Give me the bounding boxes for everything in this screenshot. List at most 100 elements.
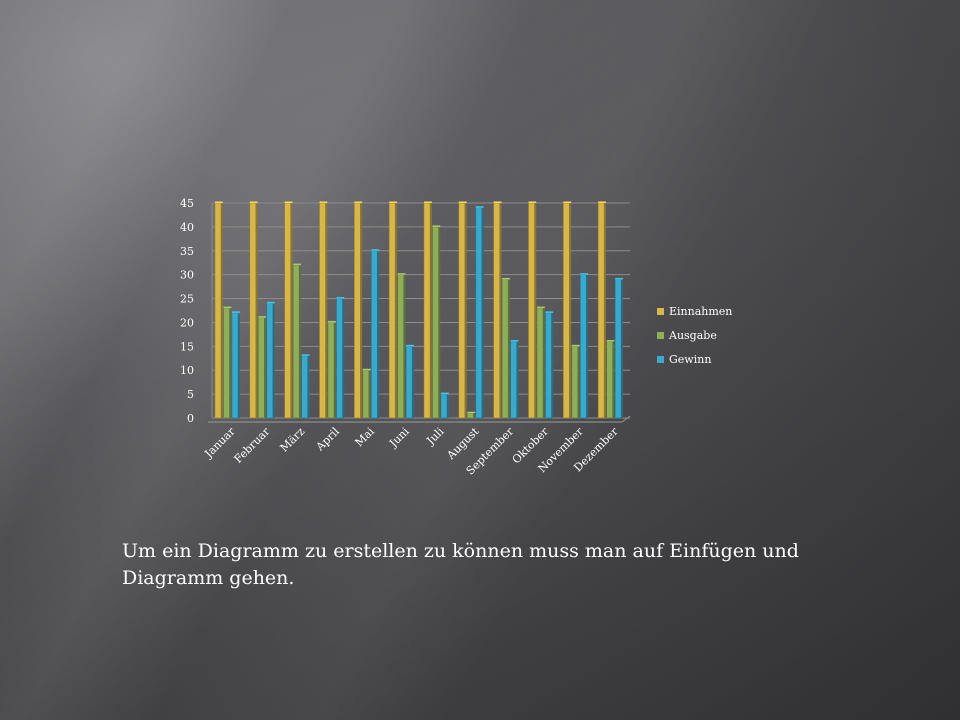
bar-side-ausgabe: [403, 276, 406, 418]
bar-top-einnahmen: [284, 201, 293, 203]
bar-top-ausgabe: [293, 263, 301, 266]
bar-side-gewinn: [412, 347, 414, 418]
y-tick-label: 45: [180, 197, 194, 210]
bar-top-einnahmen: [598, 201, 606, 203]
bar-top-gewinn: [371, 249, 380, 251]
bar-side-einnahmen: [464, 204, 467, 418]
bar-einnahmen: [597, 202, 605, 419]
bar-einnahmen: [563, 202, 570, 419]
bar-gewinn: [440, 393, 448, 419]
bar-gewinn: [301, 355, 308, 419]
bar-ausgabe: [606, 341, 613, 419]
bar-side-einnahmen: [255, 204, 258, 418]
bar-side-gewinn: [481, 209, 484, 418]
bar-top-einnahmen: [319, 201, 328, 203]
bar-ausgabe: [501, 279, 509, 419]
y-tick-label: 20: [180, 316, 194, 329]
bar-top-einnahmen: [493, 201, 502, 203]
legend-label-einnahmen: Einnahmen: [669, 305, 732, 318]
bar-top-gewinn: [406, 344, 414, 347]
x-tick-label: Juli: [424, 425, 447, 448]
bar-ausgabe: [571, 346, 579, 419]
bar-side-ausgabe: [438, 228, 441, 418]
bar-top-einnahmen: [354, 201, 363, 203]
bar-side-ausgabe: [473, 414, 476, 418]
bar-side-einnahmen: [430, 204, 432, 418]
bar-gewinn: [371, 250, 378, 419]
bar-top-ausgabe: [537, 306, 545, 309]
bar-top-ausgabe: [571, 344, 580, 347]
y-tick-label: 15: [180, 340, 194, 353]
bar-gewinn: [266, 303, 274, 419]
bar-ausgabe: [397, 274, 404, 419]
bar-top-einnahmen: [215, 201, 223, 203]
x-tick-label: Juni: [386, 425, 412, 451]
bar-side-gewinn: [342, 300, 345, 418]
bar-side-ausgabe: [334, 323, 336, 418]
bar-top-gewinn: [475, 206, 484, 208]
bar-ausgabe: [327, 322, 335, 419]
bar-side-gewinn: [551, 314, 554, 418]
bar-side-gewinn: [238, 314, 240, 418]
bar-gewinn: [475, 207, 483, 419]
bar-side-ausgabe: [368, 371, 371, 418]
bar-top-gewinn: [266, 301, 275, 304]
bar-side-ausgabe: [508, 280, 510, 418]
y-tick-label: 10: [180, 364, 194, 377]
bar-top-ausgabe: [258, 316, 267, 318]
bar-gewinn: [336, 298, 343, 419]
bar-ausgabe: [467, 412, 474, 419]
bar-side-einnahmen: [360, 204, 363, 418]
bar-side-gewinn: [307, 357, 310, 418]
bar-ausgabe: [432, 226, 439, 419]
bar-ausgabe: [536, 307, 544, 419]
bar-side-gewinn: [516, 343, 519, 418]
bar-ausgabe: [292, 264, 300, 419]
bar-side-ausgabe: [543, 309, 545, 418]
bar-top-einnahmen: [424, 201, 432, 203]
bar-top-ausgabe: [432, 225, 441, 227]
y-tick-label: 5: [187, 388, 194, 401]
bar-side-einnahmen: [499, 204, 502, 418]
x-tick-label: Mai: [353, 425, 378, 450]
bar-ausgabe: [223, 307, 230, 419]
bar-top-ausgabe: [502, 277, 510, 280]
bar-top-einnahmen: [389, 201, 397, 203]
legend-swatch-gewinn: [657, 356, 664, 363]
chart-floor-edge: [621, 415, 631, 423]
bar-top-ausgabe: [223, 306, 232, 309]
bar-side-einnahmen: [395, 204, 397, 418]
bar-side-einnahmen: [290, 204, 293, 418]
bar-top-ausgabe: [362, 368, 371, 371]
bar-side-ausgabe: [299, 266, 301, 418]
bar-top-gewinn: [580, 273, 589, 275]
bar-top-ausgabe: [467, 411, 476, 414]
bar-top-einnahmen: [458, 201, 467, 203]
bar-side-ausgabe: [229, 309, 232, 418]
bar-einnahmen: [423, 202, 431, 419]
bar-chart: 0 5 10 15 20 25 30 35 40 45 Januar Februar März April…: [160, 185, 800, 500]
y-tick-label: 0: [187, 412, 194, 425]
bar-einnahmen: [249, 202, 257, 419]
bar-top-einnahmen: [563, 201, 572, 203]
legend-label-gewinn: Gewinn: [669, 353, 711, 366]
bar-side-gewinn: [586, 276, 589, 418]
bar-side-gewinn: [377, 252, 380, 418]
bar-side-einnahmen: [604, 204, 606, 418]
x-tick-label: März: [278, 425, 308, 455]
bar-top-gewinn: [545, 311, 554, 313]
bar-top-gewinn: [232, 311, 240, 313]
y-tick-label: 35: [180, 245, 194, 258]
bar-einnahmen: [214, 202, 222, 419]
bar-gewinn: [545, 312, 552, 419]
bar-side-ausgabe: [264, 319, 267, 418]
bar-side-gewinn: [621, 280, 623, 418]
bar-gewinn: [510, 341, 517, 419]
bar-side-gewinn: [447, 395, 449, 418]
bar-top-ausgabe: [606, 340, 615, 342]
bar-top-gewinn: [301, 354, 310, 356]
x-tick-label: Februar: [232, 424, 273, 465]
bar-einnahmen: [528, 202, 535, 419]
bar-top-ausgabe: [328, 320, 336, 323]
y-tick-label: 30: [180, 269, 194, 282]
